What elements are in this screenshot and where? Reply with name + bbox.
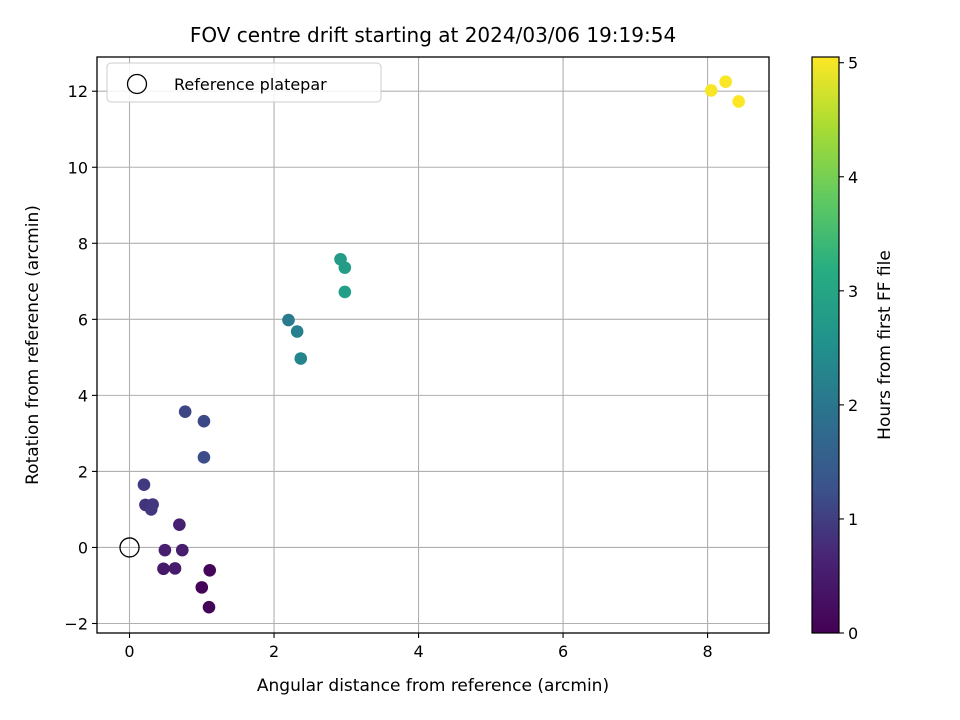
plot-frame (96, 56, 770, 634)
colorbar-label: Hours from first FF file (875, 250, 895, 440)
x-tick-label: 0 (124, 642, 134, 661)
y-tick-label: 10 (68, 158, 88, 177)
data-point (168, 562, 182, 575)
data-point (294, 352, 308, 365)
reference-platepar-marker (119, 537, 140, 558)
legend: Reference platepar (106, 62, 382, 103)
y-tick-label: 8 (78, 234, 88, 253)
legend-label-reference-platepar: Reference platepar (174, 75, 327, 94)
x-tick-label: 6 (558, 642, 568, 661)
data-point (175, 543, 189, 557)
data-point (719, 75, 732, 89)
colorbar-tick-label: 1 (848, 510, 858, 529)
data-point (158, 543, 172, 557)
colorbar-ticks: 0 1 2 3 4 5 (839, 54, 858, 643)
data-point (178, 405, 192, 419)
x-tick-label: 2 (269, 642, 279, 661)
data-point (197, 414, 211, 428)
data-point (195, 581, 209, 594)
legend-open-circle-marker (126, 73, 148, 95)
legend-box (106, 62, 382, 103)
data-point (137, 478, 151, 492)
data-point (197, 451, 211, 464)
data-point (290, 325, 304, 338)
y-tick-label: 4 (78, 386, 88, 405)
colorbar-tick-label: 0 (848, 624, 858, 643)
colorbar-tick-label: 3 (848, 282, 858, 301)
x-axis-label: Angular distance from reference (arcmin) (257, 676, 609, 696)
colorbar-tick-label: 4 (848, 168, 858, 187)
x-axis-ticks: 0 2 4 6 8 (124, 633, 713, 661)
data-point (144, 503, 158, 516)
data-point (338, 285, 352, 299)
data-point (282, 313, 295, 327)
data-point (732, 95, 745, 108)
chart-title: FOV centre drift starting at 2024/03/06 … (190, 23, 676, 47)
colorbar: 0 1 2 3 4 5 Hours from first FF file (811, 54, 895, 643)
data-point (338, 261, 352, 274)
grid-lines (97, 57, 769, 633)
y-tick-label: 12 (68, 82, 88, 101)
x-tick-label: 8 (702, 642, 712, 661)
y-tick-label: 2 (78, 462, 88, 481)
x-tick-label: 4 (413, 642, 423, 661)
data-point (203, 563, 217, 577)
data-point (157, 562, 170, 576)
y-tick-label: 6 (78, 310, 88, 329)
reference-marker-layer (119, 537, 140, 558)
data-point (202, 600, 216, 614)
y-axis-ticks: −2 0 2 4 6 8 10 12 (64, 82, 97, 633)
data-point (704, 84, 718, 97)
colorbar-gradient (811, 56, 840, 634)
y-tick-label: −2 (64, 614, 88, 633)
data-points (137, 75, 745, 614)
colorbar-tick-label: 5 (848, 54, 858, 73)
y-tick-label: 0 (78, 538, 88, 557)
colorbar-tick-label: 2 (848, 396, 858, 415)
data-point (173, 518, 186, 531)
y-axis-label: Rotation from reference (arcmin) (23, 205, 43, 485)
